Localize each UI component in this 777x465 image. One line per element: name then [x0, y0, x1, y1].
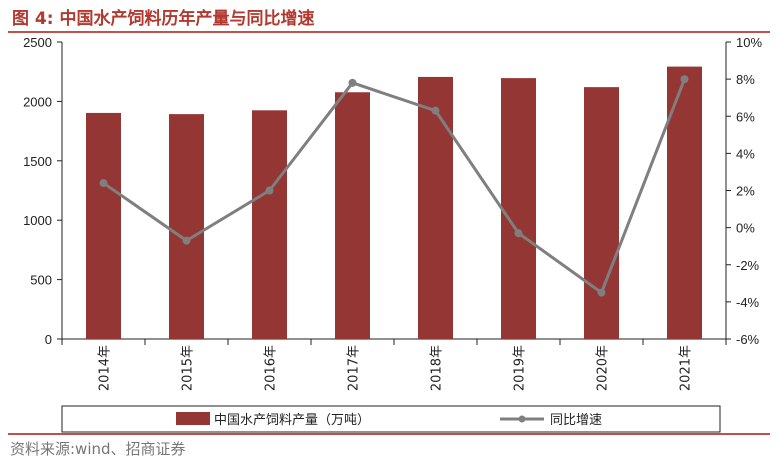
growth-point-2019年: [514, 229, 523, 238]
legend-label-growth: 同比增速: [550, 413, 602, 428]
bar-2020年: [584, 87, 619, 339]
bar-2014年: [86, 112, 121, 339]
footer-divider: [8, 433, 770, 435]
chart: 0 500 1000 1500 2000 2500 -6% -4% -2% 0% 2% 4% 6% 8% 1…: [23, 35, 762, 433]
bar-2018年: [418, 76, 453, 340]
growth-point-2017年: [348, 78, 357, 87]
right-tick-label: -2%: [736, 258, 760, 273]
x-tick-label: 2017年: [347, 345, 362, 391]
growth-point-2021年: [680, 75, 689, 84]
axis-labels: 0 500 1000 1500 2000 2500 -6% -4% -2% 0% 2% 4% 6% 8% 1…: [23, 35, 762, 391]
growth-point-2016年: [265, 186, 274, 195]
right-tick-label: 4%: [736, 146, 755, 161]
left-tick-label: 2500: [23, 35, 52, 50]
x-tick-label: 2018年: [430, 345, 445, 391]
legend-label-production: 中国水产饲料产量（万吨）: [214, 413, 370, 428]
x-tick-label: 2019年: [513, 345, 528, 391]
left-tick-label: 2000: [23, 94, 52, 109]
bar-2019年: [501, 78, 536, 339]
growth-point-2015年: [182, 236, 191, 245]
title-divider: [8, 31, 770, 33]
growth-point-2014年: [99, 179, 108, 188]
x-tick-label: 2021年: [679, 345, 694, 391]
growth-point-2020年: [597, 288, 606, 297]
right-tick-label: -4%: [736, 295, 760, 310]
legend-marker-growth: [518, 415, 526, 423]
legend-box: [61, 405, 721, 433]
right-tick-label: 0%: [736, 221, 755, 236]
legend-swatch-production: [176, 412, 210, 425]
x-tick-label: 2014年: [98, 345, 113, 391]
right-tick-label: 6%: [736, 109, 755, 124]
line-series: [99, 75, 689, 297]
left-tick-label: 500: [30, 273, 52, 288]
right-tick-label: 8%: [736, 72, 755, 87]
right-tick-label: 2%: [736, 184, 755, 199]
right-tick-label: -6%: [736, 332, 760, 347]
left-tick-label: 1500: [23, 154, 52, 169]
bar-2015年: [169, 114, 204, 339]
right-tick-label: 10%: [736, 35, 762, 50]
left-tick-label: 1000: [23, 213, 52, 228]
bar-2016年: [252, 110, 287, 339]
growth-point-2018年: [431, 106, 440, 115]
legend: 中国水产饲料产量（万吨） 同比增速: [61, 405, 721, 433]
chart-title: 图 4: 中国水产饲料历年产量与同比增速: [12, 9, 315, 29]
x-tick-label: 2016年: [264, 345, 279, 391]
chart-axes: [57, 41, 731, 345]
left-tick-label: 0: [45, 332, 52, 347]
growth-line: [102, 78, 686, 295]
x-tick-label: 2015年: [181, 345, 196, 391]
bar-2017年: [335, 92, 370, 339]
x-tick-label: 2020年: [596, 345, 611, 391]
bar-series: [86, 66, 702, 340]
source-note: 资料来源:wind、招商证券: [10, 440, 186, 458]
